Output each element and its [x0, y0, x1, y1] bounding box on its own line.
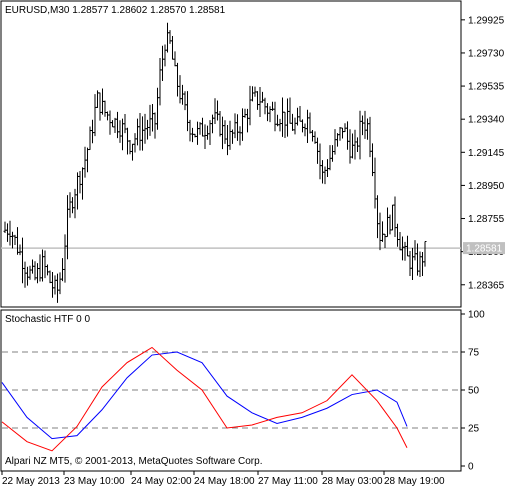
price-bars [3, 22, 427, 303]
time-tick-label: 28 May 03:00 [322, 476, 383, 487]
watermark: Alpari NZ MT5, © 2001-2013, MetaQuotes S… [5, 456, 262, 467]
indicator-pane[interactable]: Stochastic HTF 0 0 Alpari NZ MT5, © 2001… [0, 309, 462, 472]
price-tick-label: 1.29730 [468, 48, 505, 59]
symbol-header: EURUSD,M30 1.28577 1.28602 1.28570 1.285… [5, 5, 226, 16]
price-bar [423, 241, 427, 267]
time-tick-label: 24 May 02:00 [131, 476, 192, 487]
price-tick-label: 1.28365 [468, 280, 505, 291]
time-axis[interactable]: 22 May 2013 23 May 10:00 24 May 02:00 24 Ma… [1, 471, 445, 487]
current-price-box [463, 242, 505, 255]
price-tick-label: 1.29340 [468, 115, 505, 126]
price-tick-label: 1.29925 [468, 15, 505, 26]
indicator-tick-label: 75 [468, 348, 480, 359]
indicator-title: Stochastic HTF 0 0 [5, 314, 90, 325]
indicator-tick-label: 100 [468, 310, 485, 321]
indicator-axis[interactable]: 100 75 50 25 0 [461, 310, 485, 473]
time-tick-label: 28 May 19:00 [384, 476, 445, 487]
price-tick-label: 1.28755 [468, 214, 505, 225]
stochastic-main-line [1, 351, 408, 440]
price-pane-frame [0, 0, 462, 308]
indicator-tick-label: 25 [468, 424, 480, 435]
time-tick-label: 27 May 11:00 [258, 476, 318, 487]
indicator-levels [2, 351, 460, 429]
current-price-label: 1.28581 [466, 244, 503, 255]
time-tick-label: 24 May 18:00 [194, 476, 255, 487]
price-pane[interactable]: EURUSD,M30 1.28577 1.28602 1.28570 1.285… [0, 0, 462, 308]
stochastic-signal-line [1, 346, 408, 452]
indicator-tick-label: 50 [468, 386, 480, 397]
indicator-tick-label: 0 [468, 462, 474, 473]
price-tick-label: 1.29145 [468, 148, 505, 159]
price-tick-label: 1.29535 [468, 82, 505, 93]
price-tick-label: 1.28950 [468, 181, 505, 192]
time-tick-label: 22 May 2013 [2, 476, 60, 487]
time-tick-label: 23 May 10:00 [64, 476, 125, 487]
